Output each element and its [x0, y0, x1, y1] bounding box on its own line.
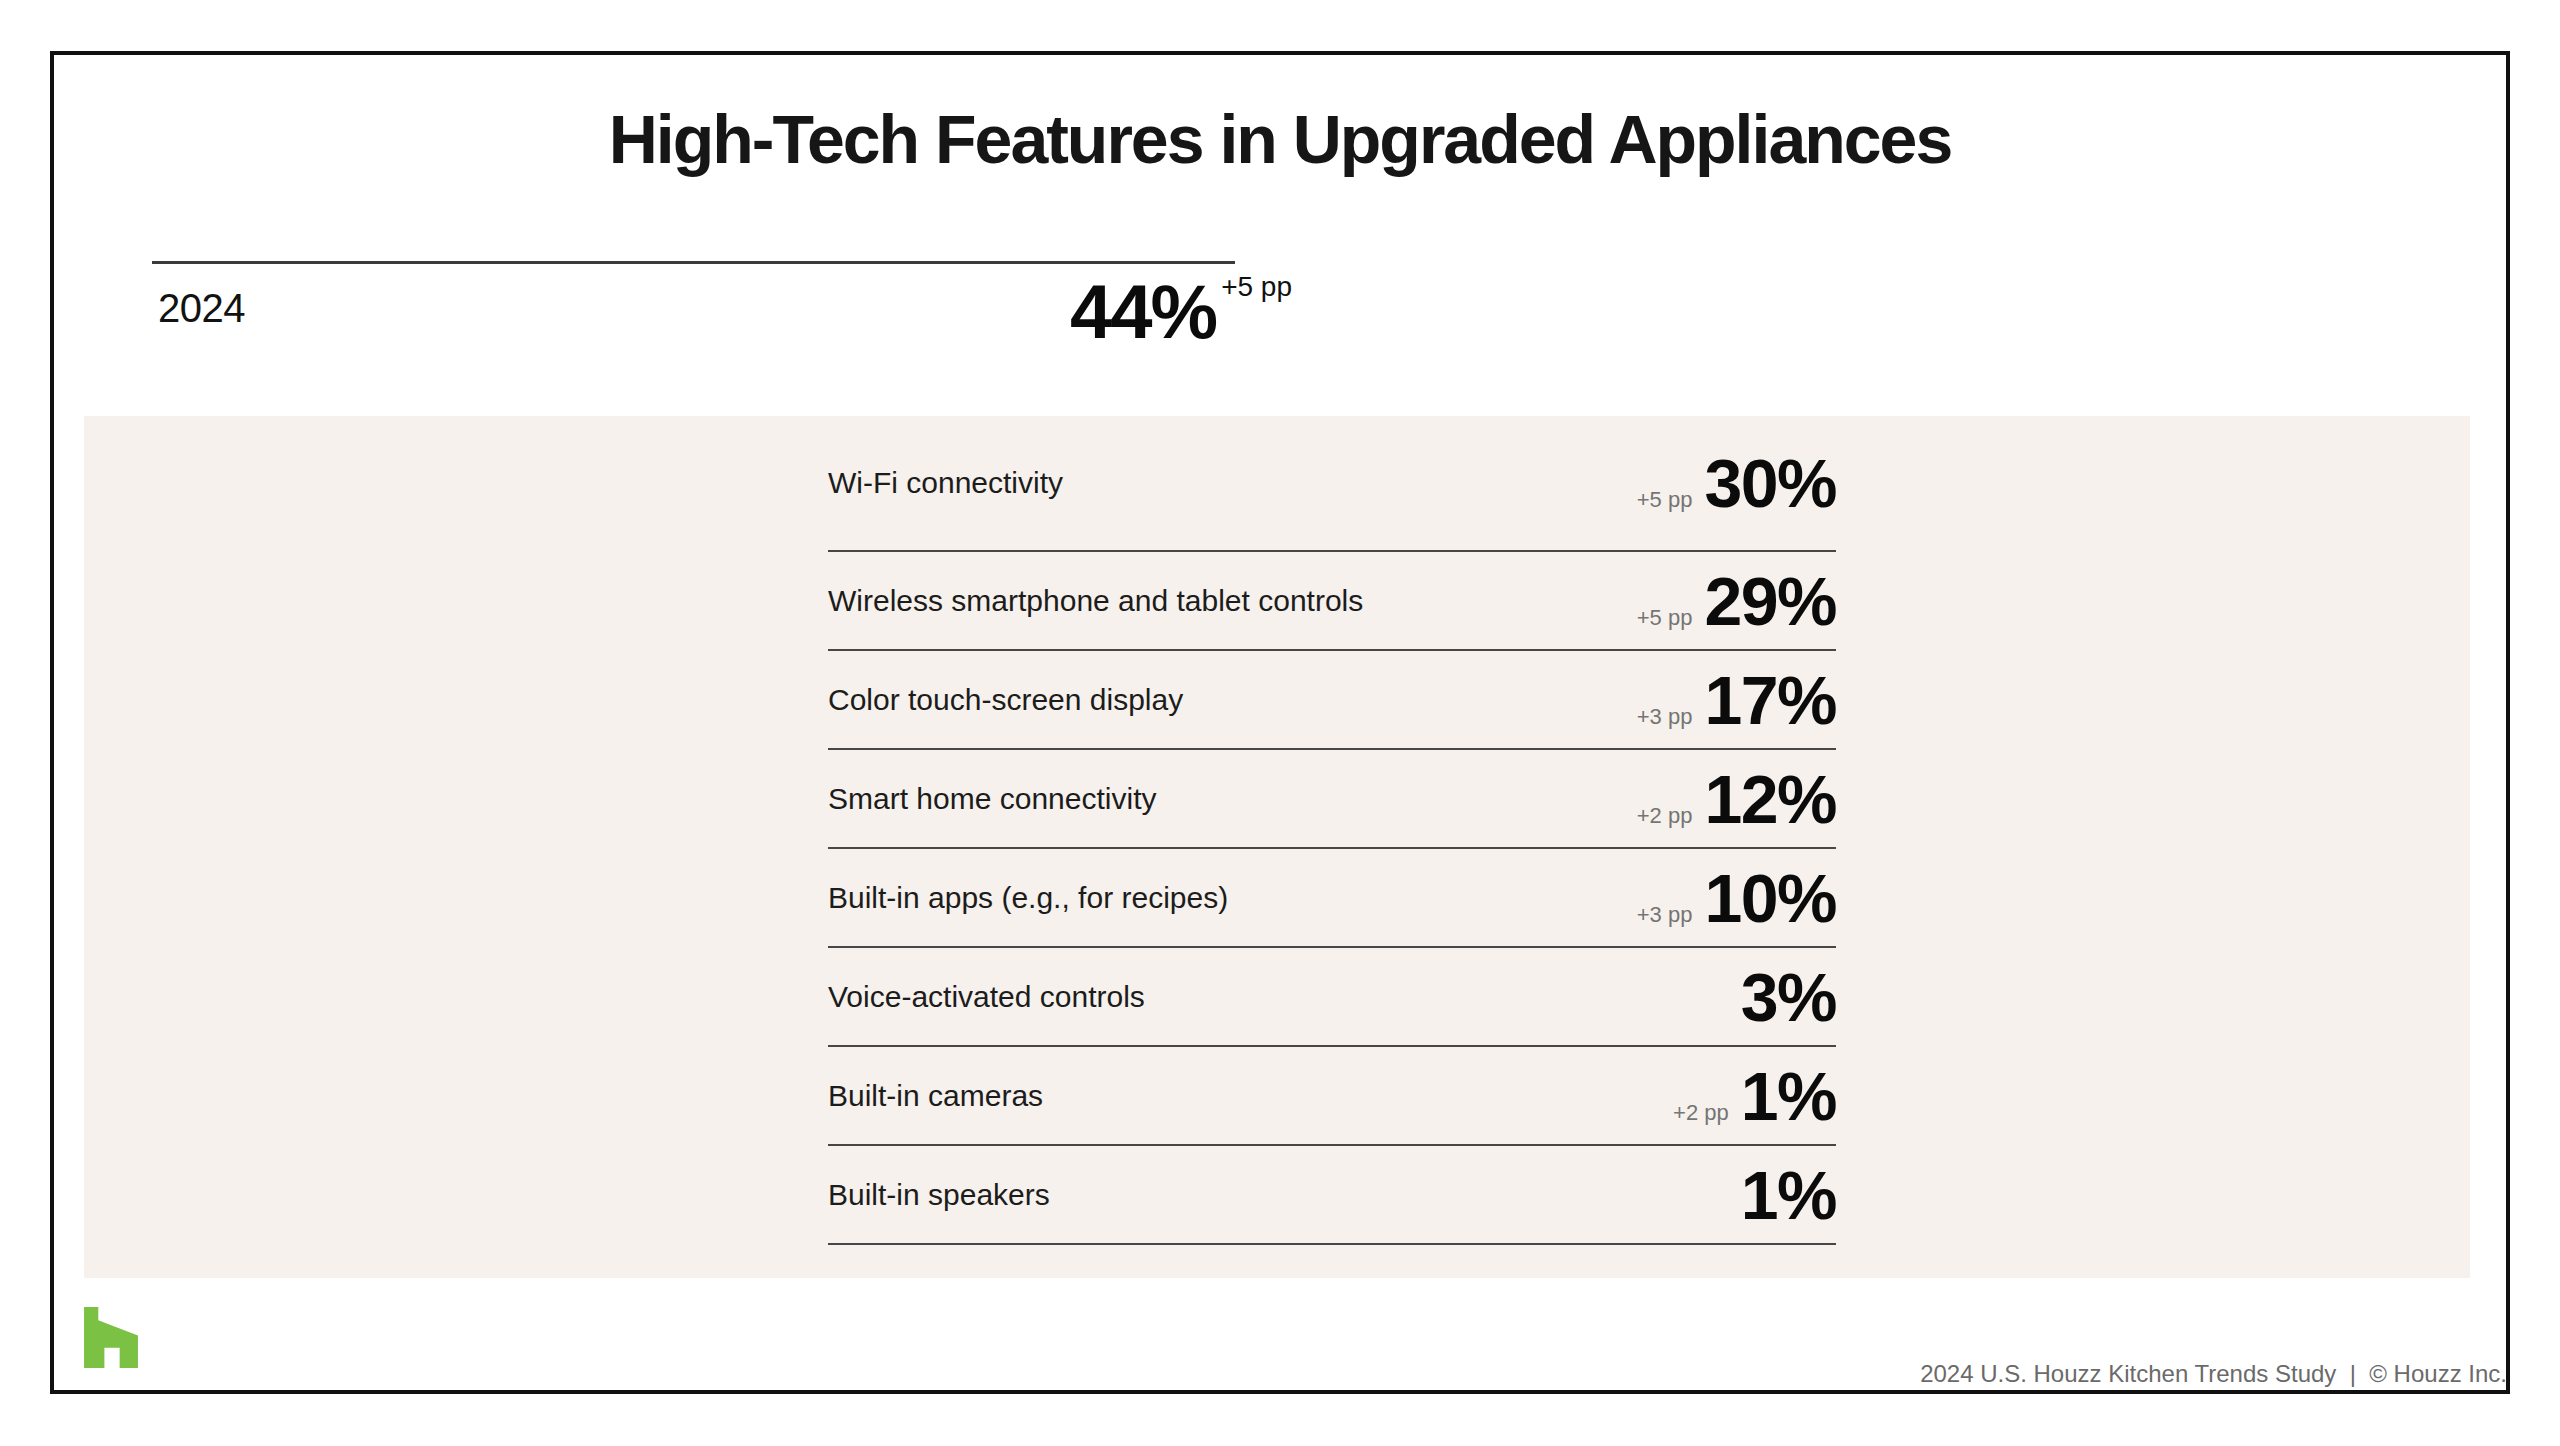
header-rule-line	[152, 261, 1235, 264]
feature-row: Smart home connectivity +2 pp 12%	[828, 750, 1836, 849]
feature-percentage: 30%	[1704, 449, 1836, 517]
headline-stat: 44% +5 pp	[1070, 274, 1292, 350]
feature-value-group: +2 pp 12%	[1637, 765, 1836, 833]
feature-label: Built-in speakers	[828, 1178, 1050, 1212]
feature-percentage: 3%	[1741, 963, 1836, 1031]
feature-change-pp: +3 pp	[1637, 902, 1693, 928]
feature-change-pp: +3 pp	[1637, 704, 1693, 730]
feature-value-group: +5 pp 29%	[1637, 567, 1836, 635]
feature-value-group: +3 pp 10%	[1637, 864, 1836, 932]
feature-change-pp: +5 pp	[1637, 605, 1693, 631]
feature-value-group: 1%	[1741, 1161, 1836, 1229]
feature-value-group: +3 pp 17%	[1637, 666, 1836, 734]
feature-label: Color touch-screen display	[828, 683, 1183, 717]
feature-label: Wi-Fi connectivity	[828, 466, 1063, 500]
feature-label: Built-in apps (e.g., for recipes)	[828, 881, 1228, 915]
feature-percentage: 1%	[1741, 1161, 1836, 1229]
feature-row: Voice-activated controls 3%	[828, 948, 1836, 1047]
feature-row: Built-in cameras +2 pp 1%	[828, 1047, 1836, 1146]
headline-percentage: 44%	[1070, 274, 1216, 350]
feature-change-pp: +5 pp	[1637, 487, 1693, 513]
feature-percentage: 1%	[1741, 1062, 1836, 1130]
feature-label: Built-in cameras	[828, 1079, 1043, 1113]
feature-change-pp: +2 pp	[1637, 803, 1693, 829]
feature-rows: Wi-Fi connectivity +5 pp 30% Wireless sm…	[828, 416, 1836, 1245]
feature-percentage: 17%	[1704, 666, 1836, 734]
headline-change-pp: +5 pp	[1221, 271, 1292, 303]
feature-value-group: +5 pp 30%	[1637, 449, 1836, 517]
feature-percentage: 10%	[1704, 864, 1836, 932]
page-title: High-Tech Features in Upgraded Appliance…	[0, 100, 2560, 178]
feature-row: Built-in apps (e.g., for recipes) +3 pp …	[828, 849, 1836, 948]
feature-change-pp: +2 pp	[1673, 1100, 1729, 1126]
feature-percentage: 29%	[1704, 567, 1836, 635]
feature-label: Voice-activated controls	[828, 980, 1145, 1014]
infographic-page: High-Tech Features in Upgraded Appliance…	[0, 0, 2560, 1446]
year-label: 2024	[158, 286, 245, 331]
feature-row: Color touch-screen display +3 pp 17%	[828, 651, 1836, 750]
feature-row: Wireless smartphone and tablet controls …	[828, 552, 1836, 651]
feature-row: Built-in speakers 1%	[828, 1146, 1836, 1245]
houzz-logo-shape	[84, 1307, 138, 1368]
feature-percentage: 12%	[1704, 765, 1836, 833]
footer-source-text: 2024 U.S. Houzz Kitchen Trends Study | ©…	[1920, 1360, 2507, 1388]
feature-value-group: 3%	[1741, 963, 1836, 1031]
houzz-logo-icon	[84, 1307, 138, 1368]
feature-row: Wi-Fi connectivity +5 pp 30%	[828, 416, 1836, 552]
feature-label: Smart home connectivity	[828, 782, 1156, 816]
feature-label: Wireless smartphone and tablet controls	[828, 584, 1363, 618]
feature-value-group: +2 pp 1%	[1673, 1062, 1836, 1130]
